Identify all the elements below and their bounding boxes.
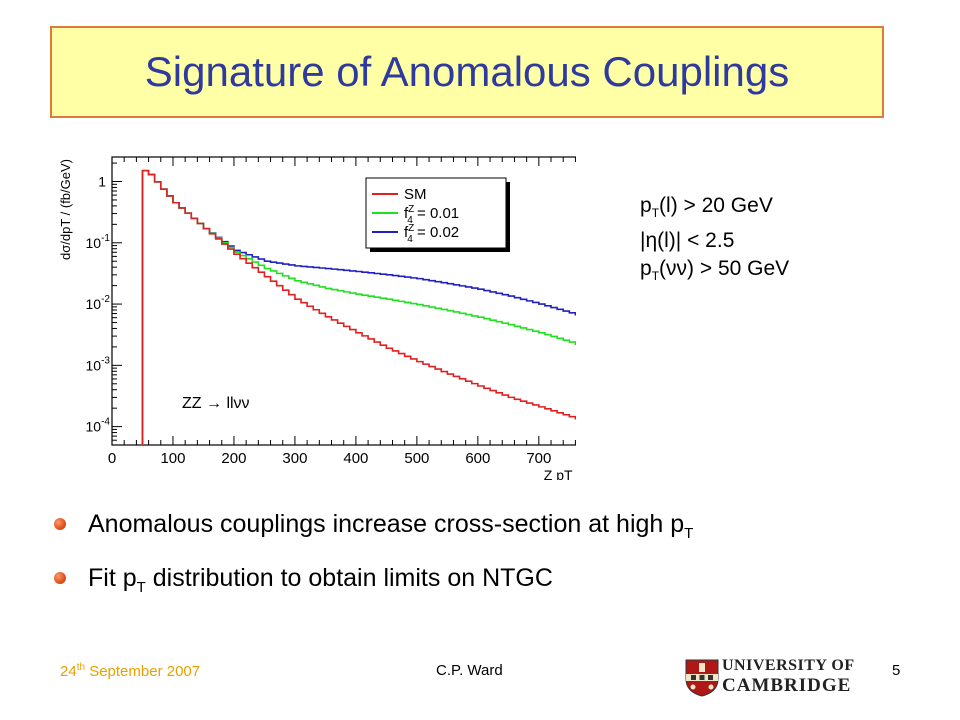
x-tick-label: 400 (343, 450, 368, 467)
page-number: 5 (892, 662, 901, 679)
title-banner: Signature of Anomalous Couplings (50, 26, 884, 118)
cut-pt-neutrinos: pT(νν) > 50 GeV (640, 257, 790, 284)
bullet-item: Fit pT distribution to obtain limits on … (52, 556, 693, 610)
university-crest-icon (685, 659, 719, 697)
y-axis-label: dσ/dpT / (fb/GeV) (58, 159, 73, 260)
legend-label: fZ 4 = 0.01 (404, 204, 459, 226)
chart-container: 0100200300400500600700800110-110-210-310… (56, 150, 613, 483)
bullet-dot-icon (54, 518, 66, 530)
y-tick-label: 10-4 (86, 417, 111, 435)
x-tick-label: 200 (221, 450, 246, 467)
footer-date: 24th September 2007 (60, 662, 201, 680)
cut-eta-lepton: |η(l)| < 2.5 (640, 229, 735, 253)
slide-title: Signature of Anomalous Couplings (144, 48, 790, 95)
selection-cuts: pT(l) > 20 GeV |η(l)| < 2.5 pT(νν) > 50 … (640, 192, 789, 290)
x-tick-label: 600 (465, 450, 490, 467)
university-line1: UNIVERSITY OF (722, 657, 855, 674)
y-tick-label: 1 (98, 174, 106, 190)
bullet-item: Anomalous couplings increase cross-secti… (52, 502, 693, 556)
x-tick-label: 500 (404, 450, 429, 467)
bullet-dot-icon (54, 572, 66, 584)
series-line-sm (141, 169, 606, 445)
y-tick-label: 10-3 (86, 355, 111, 373)
line-chart: 0100200300400500600700800110-110-210-310… (58, 156, 613, 483)
x-tick-label: 300 (282, 450, 307, 467)
university-line2: CAMBRIDGE (722, 675, 852, 696)
y-tick-label: 10-1 (86, 233, 111, 251)
legend-label: fZ 4 = 0.02 (404, 223, 459, 245)
legend-label: SM (404, 186, 427, 203)
bullet-list: Anomalous couplings increase cross-secti… (52, 502, 693, 610)
cut-pt-lepton: pT(l) > 20 GeV (640, 194, 773, 221)
x-tick-label: 100 (160, 450, 185, 467)
x-tick-label: 0 (108, 450, 116, 467)
y-tick-label: 10-2 (86, 294, 111, 312)
university-wordmark: UNIVERSITY OF CAMBRIDGE (722, 656, 855, 696)
footer-author: C.P. Ward (436, 662, 503, 679)
x-tick-label: 700 (526, 450, 551, 467)
x-axis-label: Z pT / GeV (544, 467, 576, 480)
process-annotation: ZZ → llνν (182, 395, 250, 412)
